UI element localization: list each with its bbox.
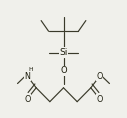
Text: H: H — [29, 67, 33, 72]
Text: Si: Si — [59, 48, 68, 57]
Text: O: O — [24, 95, 31, 104]
Text: O: O — [96, 72, 103, 81]
Text: O: O — [96, 95, 103, 104]
Text: N: N — [25, 72, 30, 81]
Text: O: O — [60, 66, 67, 75]
